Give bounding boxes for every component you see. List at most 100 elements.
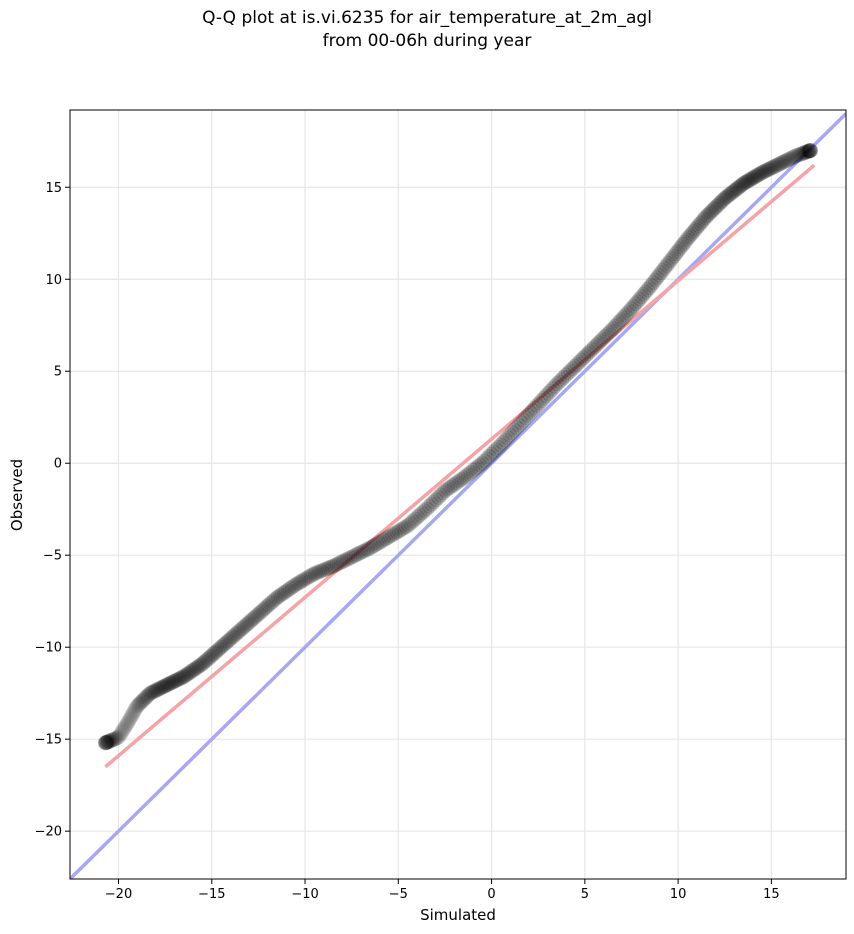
quantile-point: [620, 305, 636, 321]
quantile-point: [124, 707, 140, 723]
quantile-point: [649, 270, 665, 286]
quantile-point: [278, 583, 294, 599]
x-tick-label: 0: [487, 887, 495, 902]
quantile-point: [509, 420, 525, 436]
quantile-point: [410, 509, 426, 525]
quantile-point: [691, 218, 707, 234]
quantile-point: [556, 369, 572, 385]
quantile-point: [451, 473, 467, 489]
quantile-point: [430, 489, 446, 505]
quantile-point: [472, 457, 488, 473]
quantile-point: [525, 402, 541, 418]
quantile-point: [303, 568, 319, 584]
quantile-point: [344, 549, 360, 565]
quantile-point: [554, 371, 570, 387]
quantile-point: [636, 286, 652, 302]
quantile-point: [780, 152, 796, 168]
quantile-point: [779, 152, 795, 168]
quantile-point: [115, 723, 131, 739]
quantile-point: [99, 734, 115, 750]
quantile-point: [417, 503, 433, 519]
quantile-point: [285, 579, 301, 595]
quantile-point: [103, 732, 119, 748]
quantile-point: [193, 657, 209, 673]
quantile-point: [753, 165, 769, 181]
grid: [70, 110, 846, 879]
quantile-point: [122, 711, 138, 727]
quantile-point: [628, 296, 644, 312]
quantile-point: [162, 675, 178, 691]
quantile-point: [727, 183, 743, 199]
quantile-point: [789, 147, 805, 163]
quantile-point: [215, 638, 231, 654]
quantile-point: [98, 735, 114, 751]
quantile-point: [444, 478, 460, 494]
quantile-point: [128, 700, 144, 716]
quantile-point: [98, 735, 114, 751]
quantile-point: [724, 185, 740, 201]
quantile-point: [262, 595, 278, 611]
quantile-point: [198, 653, 214, 669]
y-tick-label: 0: [54, 457, 62, 472]
quantile-point: [755, 164, 771, 180]
quantile-point: [547, 378, 563, 394]
quantile-point: [770, 157, 786, 173]
quantile-point: [100, 734, 116, 750]
quantile-point: [696, 212, 712, 228]
quantile-point: [139, 688, 155, 704]
quantile-point: [118, 718, 134, 734]
quantile-point: [346, 548, 362, 564]
quantile-point: [331, 555, 347, 571]
quantile-point: [531, 395, 547, 411]
quantile-point: [576, 350, 592, 366]
quantile-point: [146, 683, 162, 699]
quantile-point: [638, 284, 654, 300]
y-tick-label: −10: [35, 641, 62, 656]
quantile-point: [234, 621, 250, 637]
quantile-point: [801, 143, 817, 159]
quantile-point: [179, 666, 195, 682]
quantile-point: [407, 511, 423, 527]
quantile-point: [137, 690, 153, 706]
quantile-point: [761, 161, 777, 177]
quantile-point: [802, 143, 818, 159]
quantile-point: [493, 437, 509, 453]
quantile-point: [414, 505, 430, 521]
quantile-point: [506, 422, 522, 438]
quantile-point: [718, 190, 734, 206]
quantile-point: [371, 535, 387, 551]
quantile-point: [366, 537, 382, 553]
quantile-point: [100, 734, 116, 750]
quantile-point: [791, 147, 807, 163]
quantile-point: [597, 329, 613, 345]
quantile-point: [387, 525, 403, 541]
quantile-point: [599, 327, 615, 343]
quantile-point: [787, 148, 803, 164]
quantile-point: [218, 635, 234, 651]
quantile-point: [678, 232, 694, 248]
quantile-point: [245, 611, 261, 627]
quantile-point: [134, 693, 150, 709]
quantile-point: [740, 173, 756, 189]
quantile-point: [545, 381, 561, 397]
quantile-point: [107, 731, 123, 747]
quantile-point: [773, 155, 789, 171]
quantile-point: [802, 143, 818, 159]
quantile-point: [164, 675, 180, 691]
quantile-point: [103, 733, 119, 749]
quantile-point: [101, 733, 117, 749]
quantile-point: [351, 546, 367, 562]
quantile-point: [322, 559, 338, 575]
quantile-points: [97, 142, 819, 751]
quantile-point: [605, 321, 621, 337]
quantile-point: [412, 507, 428, 523]
quantile-point: [282, 580, 298, 596]
quantile-point: [99, 734, 115, 750]
quantile-point: [106, 731, 122, 747]
quantile-point: [112, 727, 128, 743]
quantile-point: [428, 492, 444, 508]
quantile-point: [467, 461, 483, 477]
quantile-point: [798, 144, 814, 160]
quantile-point: [721, 187, 737, 203]
quantile-point: [522, 405, 538, 421]
